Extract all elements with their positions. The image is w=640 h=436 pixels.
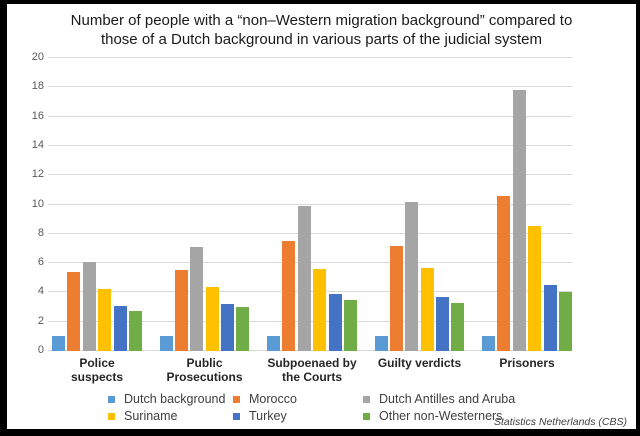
legend-swatch-icon — [108, 395, 115, 403]
gridline-y-20 — [48, 57, 572, 58]
bar-dutch-background-subpoenaed-by-the-courts — [267, 336, 280, 351]
bar-dutch-background-public-prosecutions — [159, 336, 173, 351]
bar-dutch-antilles-and-aruba-police-suspects — [82, 261, 96, 351]
bar-morocco-police-suspects — [67, 271, 81, 351]
legend-swatch-icon — [363, 395, 370, 403]
source-note: Statistics Netherlands (CBS) — [493, 416, 627, 428]
gridline-y-16 — [48, 115, 572, 117]
y-tick-label-0: 0 — [37, 344, 44, 356]
bar-other-non-westerners-public-prosecutions — [236, 307, 250, 351]
bar-dutch-antilles-and-aruba-subpoenaed-by-the-courts — [297, 205, 311, 351]
gridline-y-14 — [48, 144, 572, 146]
bar-turkey-subpoenaed-by-the-courts — [328, 293, 342, 351]
y-tick-label-2: 2 — [37, 314, 44, 327]
chart-title: Number of people with a “non–Western mig… — [7, 11, 636, 49]
y-tick-label-18: 18 — [31, 80, 44, 93]
bar-dutch-background-guilty-verdicts — [374, 336, 388, 351]
y-tick-label-14: 14 — [31, 138, 44, 151]
bar-other-non-westerners-prisoners — [558, 292, 572, 351]
bar-dutch-antilles-and-aruba-public-prosecutions — [190, 247, 204, 351]
y-tick-label-16: 16 — [31, 109, 44, 122]
bar-suriname-prisoners — [528, 226, 542, 351]
plot-area: 0 2 4 6 8 10 12 14 16 18 20 — [32, 52, 572, 356]
legend-item-dutch-background: Dutch background — [108, 392, 225, 406]
x-axis-label-line: Public — [186, 356, 223, 370]
legend-item-other-non-westerners: Other non-Westerners — [363, 409, 502, 423]
bar-suriname-public-prosecutions — [205, 286, 219, 351]
x-axis-label-prisoners: Prisoners — [477, 356, 577, 370]
chart-title-line-1: Number of people with a “non–Western mig… — [70, 12, 573, 29]
bar-other-non-westerners-guilty-verdicts — [451, 302, 465, 351]
bar-dutch-background-police-suspects — [52, 336, 65, 351]
bar-other-non-westerners-police-suspects — [128, 311, 142, 351]
legend-item-turkey: Turkey — [233, 409, 287, 423]
legend-label: Dutch Antilles and Aruba — [379, 392, 516, 406]
x-axis-label-line: Prisoners — [499, 356, 555, 370]
legend-label: Dutch background — [124, 392, 226, 406]
x-axis-label-line: Guilty verdicts — [377, 356, 462, 370]
bar-turkey-public-prosecutions — [221, 304, 235, 351]
x-axis-label-police-suspects: Police suspects — [47, 356, 147, 384]
chart-title-line-2: those of a Dutch background in various p… — [100, 31, 543, 48]
x-axis-label-line: Prosecutions — [166, 370, 243, 384]
bar-morocco-public-prosecutions — [174, 270, 188, 351]
y-tick-label-6: 6 — [37, 256, 44, 269]
legend-item-suriname: Suriname — [108, 409, 178, 423]
bar-suriname-subpoenaed-by-the-courts — [313, 268, 327, 351]
bar-turkey-guilty-verdicts — [436, 296, 450, 351]
bar-groups — [52, 58, 572, 351]
x-axis-label-line: Subpoenaed by — [267, 356, 357, 370]
legend-swatch-icon — [363, 412, 370, 420]
legend-swatch-icon — [233, 395, 240, 403]
bar-group-police-suspects — [52, 58, 142, 351]
bar-turkey-prisoners — [543, 285, 557, 351]
gridline-y-10 — [48, 203, 572, 205]
bar-suriname-police-suspects — [98, 289, 112, 351]
gridline-y-18 — [48, 86, 572, 88]
y-tick-label-10: 10 — [31, 197, 44, 210]
bar-morocco-prisoners — [497, 195, 511, 351]
x-axis-label-guilty-verdicts: Guilty verdicts — [370, 356, 470, 370]
bar-group-subpoenaed-by-the-courts — [267, 58, 357, 351]
legend-label: Turkey — [249, 409, 287, 423]
legend-swatch-icon — [108, 412, 115, 420]
bar-dutch-antilles-and-aruba-prisoners — [512, 90, 526, 351]
y-tick-label-4: 4 — [37, 285, 44, 298]
bar-group-prisoners — [482, 58, 572, 351]
bar-other-non-westerners-subpoenaed-by-the-courts — [343, 299, 357, 351]
gridline-y-12 — [48, 174, 572, 176]
bar-morocco-guilty-verdicts — [389, 245, 403, 351]
y-tick-label-20: 20 — [31, 51, 44, 63]
bar-suriname-guilty-verdicts — [420, 267, 434, 351]
legend-label: Other non-Westerners — [379, 409, 503, 423]
bar-dutch-antilles-and-aruba-guilty-verdicts — [405, 201, 419, 351]
bar-dutch-background-prisoners — [482, 336, 495, 351]
x-axis-label-subpoenaed-by-the-courts: Subpoenaed by the Courts — [262, 356, 362, 384]
bar-morocco-subpoenaed-by-the-courts — [282, 241, 296, 351]
legend-item-dutch-antilles-and-aruba: Dutch Antilles and Aruba — [363, 392, 515, 406]
legend-label: Suriname — [124, 409, 178, 423]
legend-swatch-icon — [233, 412, 240, 420]
legend-label: Morocco — [249, 392, 297, 406]
x-axis-label-line: Police — [79, 356, 115, 370]
y-tick-label-12: 12 — [31, 168, 44, 181]
x-axis-label-line: suspects — [70, 370, 124, 384]
legend-item-morocco: Morocco — [233, 392, 297, 406]
x-axis-label-public-prosecutions: Public Prosecutions — [155, 356, 255, 384]
x-axis-label-line: the Courts — [282, 370, 342, 384]
y-tick-label-8: 8 — [37, 226, 44, 239]
bar-turkey-police-suspects — [113, 305, 127, 351]
bar-group-guilty-verdicts — [374, 58, 465, 351]
bar-group-public-prosecutions — [159, 58, 250, 351]
